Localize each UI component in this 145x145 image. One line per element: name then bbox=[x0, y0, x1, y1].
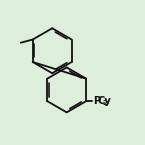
Text: P: P bbox=[93, 96, 100, 106]
Text: 2: 2 bbox=[103, 100, 108, 106]
Text: Cy: Cy bbox=[97, 96, 111, 106]
